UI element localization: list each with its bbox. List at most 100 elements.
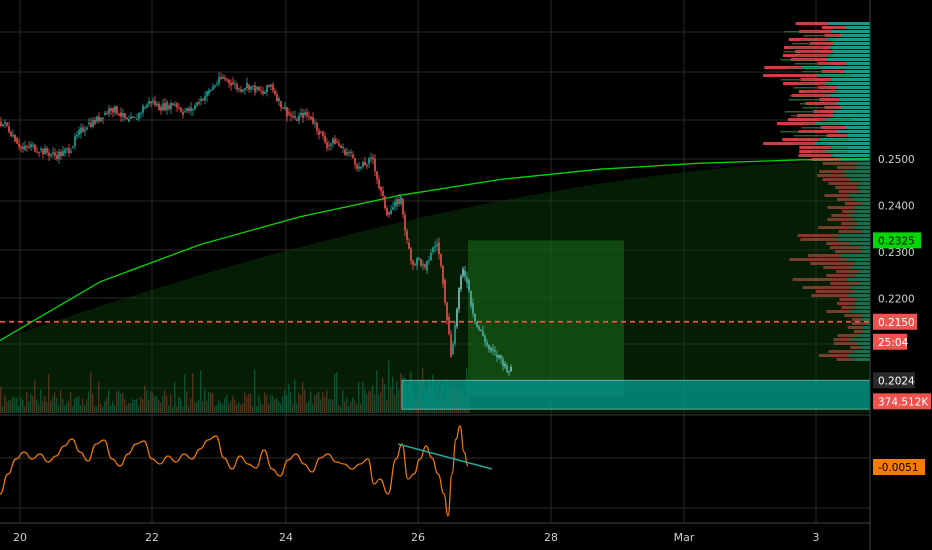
volume-profile-buy [855, 274, 870, 277]
volume-profile-buy [826, 58, 870, 61]
candle-body [344, 149, 346, 155]
volume-profile-value-area [789, 95, 825, 97]
candle-body [112, 107, 114, 113]
volume-profile-buy [854, 218, 870, 221]
candle-body [392, 206, 394, 210]
volume-bar [88, 391, 90, 413]
volume-bar [260, 403, 262, 413]
volume-profile-buy [826, 150, 870, 153]
volume-profile-value-area [783, 51, 819, 53]
volume-profile-buy [861, 250, 870, 253]
volume-profile-buy [839, 234, 870, 237]
volume-profile-sell [838, 190, 860, 193]
volume-bar [362, 382, 364, 413]
candle-body [94, 120, 96, 124]
volume-bar [346, 397, 348, 413]
volume-bar [112, 401, 114, 413]
price-label-box [873, 372, 915, 389]
volume-profile-sell [776, 122, 816, 125]
volume-profile-value-area [804, 91, 840, 93]
volume-profile-value-area [816, 75, 852, 77]
price-labels: 0.2325 0.2150 25:04 0.2024 374.512K -0.0051 [873, 232, 931, 475]
volume-bar [246, 396, 248, 413]
candle-body [8, 126, 10, 133]
candle-body [342, 146, 344, 148]
candle-body [292, 116, 294, 118]
volume-bar [70, 392, 72, 413]
volume-profile-buy [856, 306, 870, 309]
volume-bar [30, 393, 32, 413]
candle-body [34, 144, 36, 152]
volume-profile-sell [823, 266, 853, 269]
volume-bar [242, 403, 244, 413]
volume-bar [322, 391, 324, 413]
moving-average-fill [0, 160, 870, 413]
volume-bar [262, 404, 264, 413]
volume-profile-buy [859, 246, 870, 249]
volume-bar [38, 404, 40, 413]
candle-body [30, 144, 32, 148]
candle-body [140, 112, 142, 114]
candle-body [472, 303, 474, 314]
candle-body [4, 122, 6, 125]
volume-profile-buy [829, 94, 870, 97]
candle-body [510, 366, 512, 371]
volume-bar [272, 395, 274, 413]
candle-body [434, 245, 436, 248]
volume-profile-sell [821, 26, 847, 29]
candle-body [232, 82, 234, 85]
candle-body [266, 85, 268, 92]
volume-bar [10, 400, 12, 413]
candle-body [48, 152, 50, 156]
volume-profile-value-area [799, 103, 835, 105]
candle-body [380, 186, 382, 191]
volume-profile-sell [818, 354, 849, 357]
oscillator-line [0, 425, 469, 517]
volume-profile-value-area [793, 87, 829, 89]
candle-body [254, 85, 256, 93]
volume-bar [384, 384, 386, 413]
volume-bar [170, 393, 172, 413]
candle-body [468, 279, 470, 291]
candle-body [106, 112, 108, 114]
volume-profile-sell [844, 202, 862, 205]
candle-body [248, 84, 250, 90]
volume-bar [326, 390, 328, 413]
time-tick-label: 3 [813, 531, 820, 544]
candle-body [414, 263, 416, 265]
candle-body [354, 157, 356, 165]
candle-body [360, 166, 362, 169]
volume-bar [90, 371, 92, 413]
volume-profile-sell [810, 262, 855, 265]
volume-bar [176, 406, 178, 413]
candle-body [202, 98, 204, 101]
volume-profile-sell [847, 326, 863, 329]
candle-body [178, 107, 180, 109]
volume-profile-value-area [791, 43, 827, 45]
volume-profile-buy [845, 174, 870, 177]
candle-body [186, 108, 188, 112]
volume-bar [0, 386, 2, 413]
price-scale[interactable] [870, 0, 932, 550]
volume-profile-value-area [794, 63, 830, 65]
volume-profile-sell [842, 210, 857, 213]
volume-profile-sell [782, 138, 820, 141]
candle-body [130, 116, 132, 119]
volume-bar [152, 392, 154, 413]
volume-bar [174, 381, 176, 413]
volume-profile-value-area [788, 99, 824, 101]
volume-bar [390, 387, 392, 413]
candle-body [496, 354, 498, 358]
volume-bar [6, 401, 8, 413]
candle-body [372, 157, 374, 160]
volume-profile-buy [826, 38, 870, 41]
volume-bar [48, 374, 50, 413]
volume-bar [188, 406, 190, 413]
volume-bar [108, 390, 110, 413]
candle-body [322, 132, 324, 136]
candle-body [458, 287, 460, 310]
grid [0, 0, 870, 523]
volume-bar [226, 394, 228, 413]
volume-profile-value-area [813, 139, 849, 141]
